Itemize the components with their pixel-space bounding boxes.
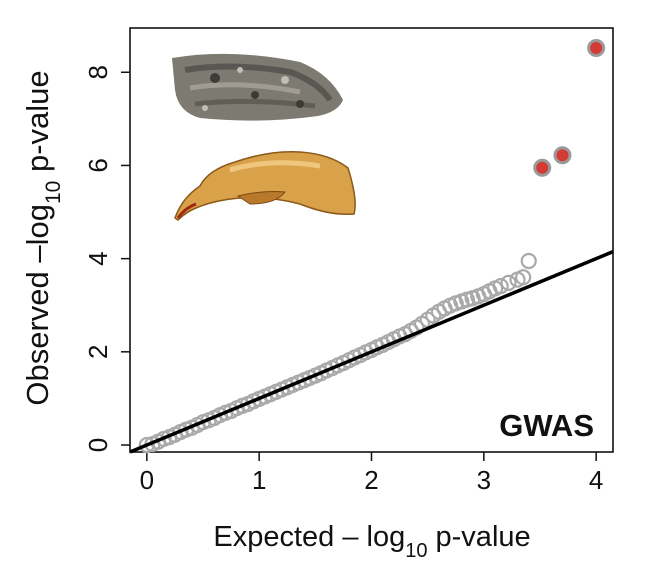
x-tick-label: 2 — [364, 465, 378, 495]
x-axis: 0 1 2 3 4 — [140, 452, 603, 495]
snp-point — [520, 252, 537, 270]
snp-point — [500, 274, 517, 291]
y-tick-label: 0 — [83, 438, 113, 452]
genitalia-image — [174, 150, 356, 221]
panel-label: GWAS — [499, 408, 594, 443]
x-tick-label: 0 — [140, 465, 154, 495]
y-tick-label: 4 — [83, 251, 113, 265]
snp-point — [492, 278, 509, 295]
significant-snp-point — [587, 39, 606, 58]
y-tick-label: 8 — [83, 65, 113, 79]
snp-point — [515, 269, 532, 286]
significant-snp-points — [533, 39, 606, 177]
y-tick-label: 2 — [83, 345, 113, 359]
expected-reference-line — [129, 250, 614, 454]
forewing-image — [172, 53, 343, 121]
y-tick-label: 6 — [83, 158, 113, 172]
y-axis-title: Observed –log10 p-value — [20, 70, 65, 405]
snp-point — [138, 436, 155, 454]
significant-snp-point — [553, 146, 572, 165]
x-axis-title: Expected – log10 p-value — [213, 521, 530, 562]
y-axis: 0 2 4 6 8 — [83, 65, 130, 452]
x-tick-label: 4 — [589, 465, 603, 495]
x-tick-label: 3 — [477, 465, 491, 495]
x-tick-label: 1 — [252, 465, 266, 495]
significant-snp-point — [533, 158, 552, 177]
